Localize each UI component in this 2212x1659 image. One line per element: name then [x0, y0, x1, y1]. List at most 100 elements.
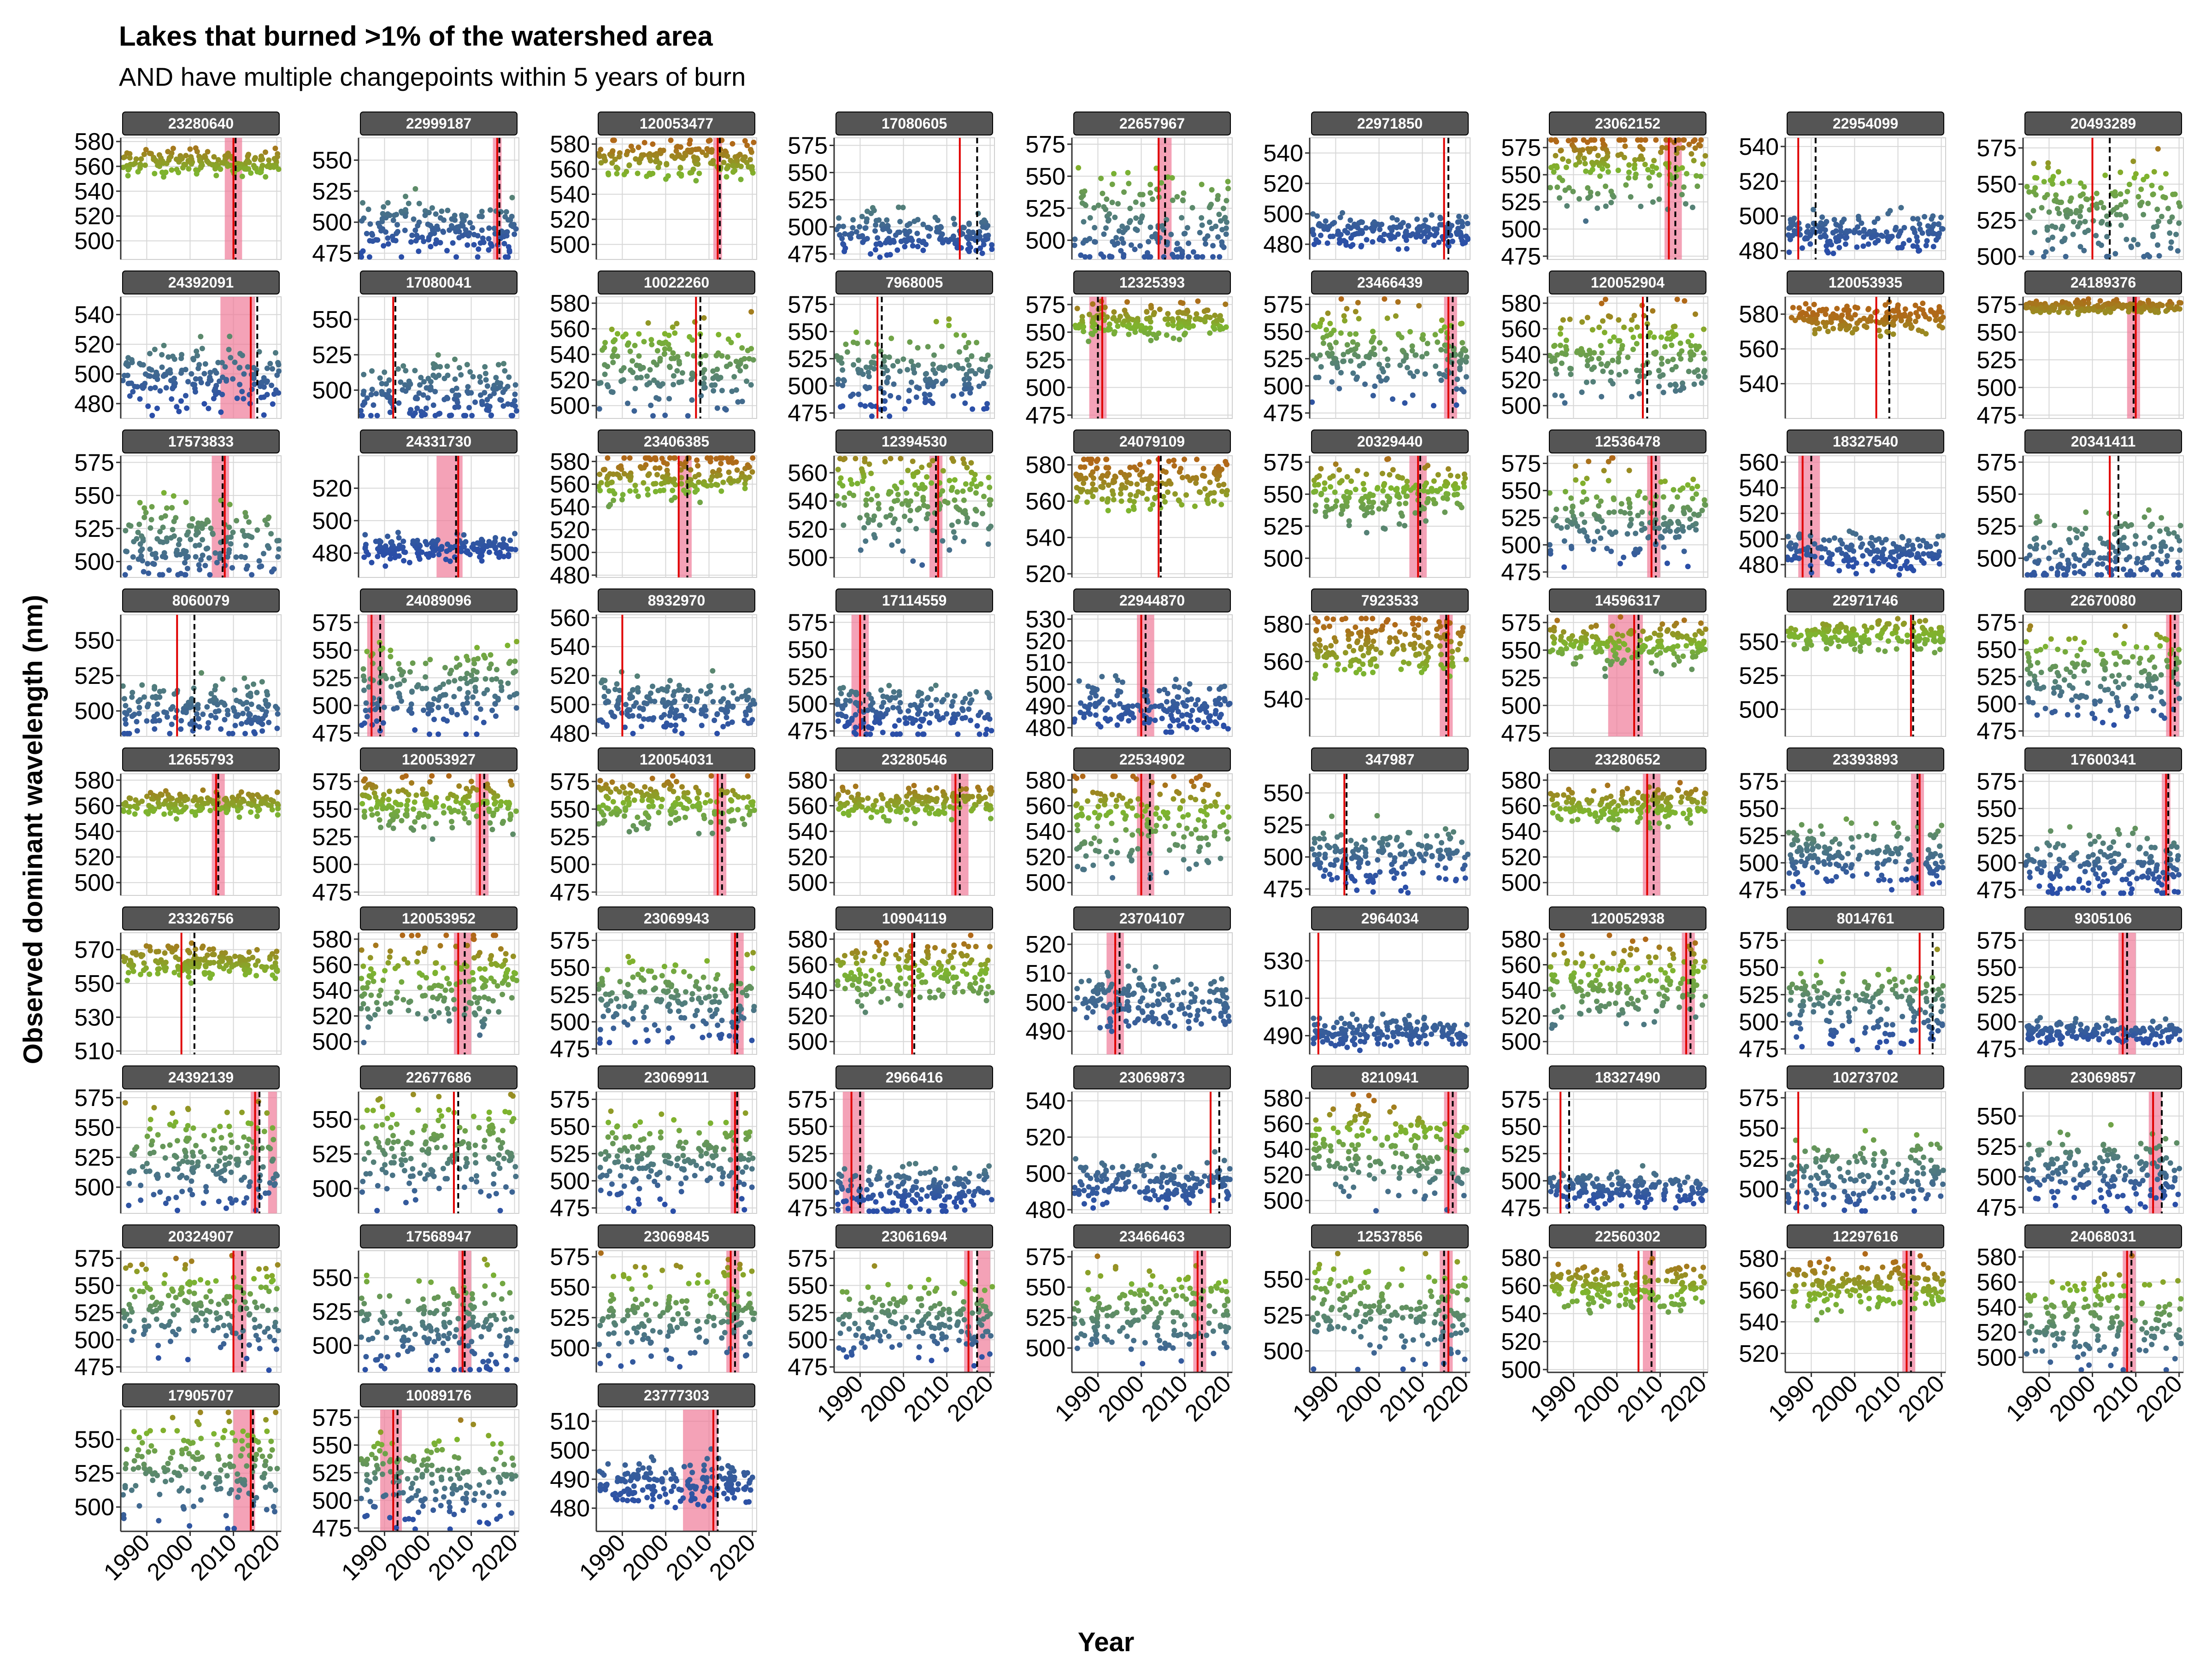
data-point — [2167, 219, 2173, 224]
data-point — [133, 156, 139, 162]
data-point — [1700, 350, 1706, 356]
y-tick-label: 525 — [1977, 347, 2017, 374]
data-point — [1312, 488, 1318, 494]
data-point — [840, 241, 846, 247]
data-point — [636, 331, 642, 337]
data-point — [641, 480, 647, 486]
data-point — [882, 406, 888, 412]
data-point — [930, 528, 936, 534]
data-point — [1572, 463, 1578, 469]
data-point — [407, 410, 413, 416]
y-tick-label: 500 — [788, 214, 828, 241]
data-point — [154, 406, 160, 412]
data-point — [597, 153, 603, 159]
data-point — [1463, 359, 1469, 365]
data-point — [1137, 219, 1143, 225]
data-point — [252, 371, 258, 377]
data-point — [2104, 234, 2110, 240]
data-point — [1328, 330, 1334, 336]
data-point — [2032, 185, 2038, 191]
data-point — [502, 368, 508, 374]
data-point — [471, 242, 477, 248]
data-point — [1347, 490, 1353, 496]
data-point — [1145, 331, 1151, 337]
data-point — [1647, 183, 1653, 189]
data-point — [1628, 327, 1634, 333]
data-point — [863, 502, 869, 508]
data-point — [1665, 330, 1671, 336]
data-point — [1570, 503, 1576, 509]
data-point — [1808, 231, 1814, 237]
data-point — [718, 375, 724, 381]
data-point — [1698, 173, 1704, 179]
data-point — [2156, 303, 2162, 309]
data-point — [921, 502, 927, 508]
data-point — [2123, 199, 2129, 205]
data-point — [679, 379, 684, 385]
data-point — [1360, 481, 1366, 487]
data-point — [1597, 173, 1603, 179]
data-point — [1596, 324, 1602, 330]
data-point — [1702, 356, 1708, 362]
data-point — [1174, 241, 1180, 247]
data-point — [188, 371, 194, 377]
data-point — [441, 229, 447, 235]
data-point — [2030, 306, 2036, 312]
data-point — [1938, 214, 1944, 220]
data-point — [1437, 222, 1443, 228]
data-point — [1133, 199, 1139, 205]
data-point — [424, 385, 429, 391]
data-point — [1799, 245, 1805, 251]
data-point — [913, 394, 919, 400]
data-point — [1370, 329, 1376, 335]
data-point — [651, 359, 657, 365]
data-point — [214, 559, 220, 565]
data-point — [1685, 482, 1691, 488]
data-point — [1917, 221, 1923, 227]
data-point — [1925, 229, 1931, 235]
data-point — [872, 535, 878, 541]
data-point — [1342, 318, 1347, 324]
burn-window — [1664, 138, 1682, 259]
figure-subtitle: AND have multiple changepoints within 5 … — [119, 62, 746, 91]
y-tick-label: 540 — [550, 181, 590, 208]
data-point — [1338, 296, 1344, 302]
data-point — [1139, 324, 1145, 329]
data-point — [2118, 222, 2124, 228]
data-point — [243, 514, 249, 519]
y-tick-label: 475 — [788, 241, 828, 268]
data-point — [1585, 538, 1591, 544]
data-point — [125, 173, 131, 179]
data-point — [2059, 224, 2065, 229]
data-point — [888, 393, 894, 399]
y-tick-label: 500 — [74, 361, 114, 388]
data-point — [174, 404, 180, 410]
data-point — [1690, 138, 1696, 144]
data-point — [512, 547, 518, 553]
data-point — [1090, 481, 1096, 487]
data-point — [1565, 159, 1571, 164]
data-point — [701, 367, 707, 373]
data-point — [841, 457, 847, 462]
data-point — [122, 572, 128, 578]
data-point — [864, 512, 870, 518]
data-point — [500, 389, 506, 395]
data-point — [472, 399, 478, 405]
data-point — [1396, 494, 1402, 500]
data-point — [961, 497, 967, 503]
data-point — [1422, 371, 1428, 377]
y-tick-label: 540 — [74, 302, 114, 329]
data-point — [1686, 141, 1692, 147]
data-point — [1453, 386, 1459, 392]
facet-strip-label: 120052904 — [1591, 274, 1665, 291]
y-tick-label: 560 — [74, 153, 114, 180]
data-point — [719, 388, 725, 394]
data-point — [716, 332, 722, 338]
data-point — [2118, 191, 2124, 197]
data-point — [2112, 189, 2118, 195]
data-point — [720, 479, 726, 485]
y-tick-label: 540 — [550, 494, 590, 521]
y-tick-label: 480 — [74, 391, 114, 418]
data-point — [1084, 489, 1090, 495]
